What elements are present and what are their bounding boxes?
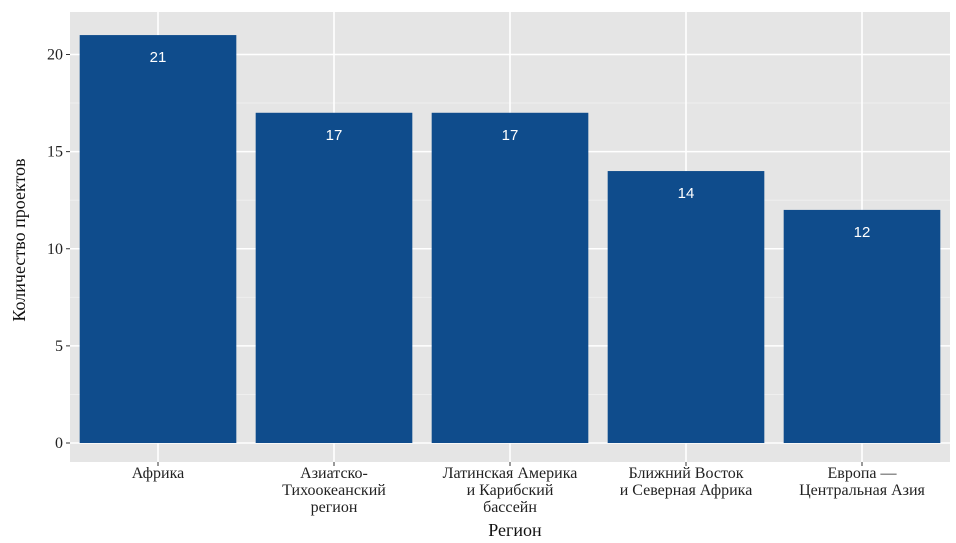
y-axis-ticks: 0 5 10 15 20 <box>47 47 70 452</box>
data-label: 21 <box>150 49 167 66</box>
bar <box>783 209 941 443</box>
bar <box>255 112 413 444</box>
x-tick-label: Латинская Америка и Карибский бассейн <box>443 465 578 516</box>
y-tick-label: 0 <box>55 435 63 452</box>
bar <box>607 171 765 444</box>
x-tick-label: Европа — Центральная Азия <box>799 465 925 499</box>
x-tick-label: Ближний Восток и Северная Африка <box>620 465 753 499</box>
x-axis-ticks: Африка Азиатско-Тихоокеанский регион Латинс… <box>132 462 926 516</box>
x-axis-title: Регион <box>488 520 542 540</box>
data-label: 14 <box>678 185 695 202</box>
data-label: 17 <box>326 127 343 144</box>
bars: 21 17 17 14 12 <box>79 35 941 444</box>
y-tick-label: 5 <box>55 338 63 355</box>
bar <box>79 35 237 443</box>
x-tick-label: Азиатско-Тихоокеанский регион <box>282 465 386 516</box>
bar <box>431 112 589 444</box>
y-tick-label: 20 <box>47 47 63 64</box>
data-label: 17 <box>502 127 519 144</box>
x-tick-label: Африка <box>132 465 185 482</box>
data-label: 12 <box>854 224 871 241</box>
y-tick-label: 10 <box>47 241 63 258</box>
y-tick-label: 15 <box>47 144 63 161</box>
y-axis-title: Количество проектов <box>9 158 29 321</box>
